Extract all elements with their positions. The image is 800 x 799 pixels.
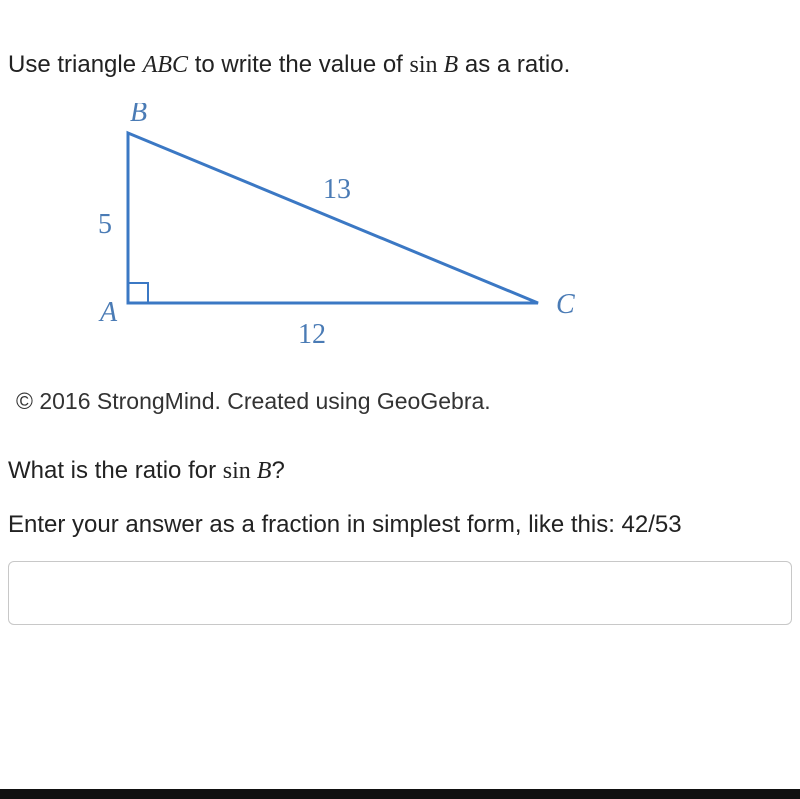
question-pre: What is the ratio for: [8, 457, 223, 484]
top-decoration: [0, 0, 800, 20]
content-area: Use triangle ABC to write the value of s…: [0, 0, 800, 625]
svg-text:12: 12: [298, 319, 326, 350]
sin-fn: sin: [410, 52, 438, 78]
bottom-bar: [0, 789, 800, 799]
prompt-text: to write the value of: [188, 51, 409, 78]
svg-text:13: 13: [323, 174, 351, 205]
problem-prompt: Use triangle ABC to write the value of s…: [8, 48, 792, 83]
svg-text:A: A: [98, 297, 118, 328]
question-post: ?: [271, 457, 284, 484]
sin-fn: sin: [223, 458, 251, 484]
answer-input[interactable]: [8, 561, 792, 625]
answer-instruction: Enter your answer as a fraction in simpl…: [8, 511, 792, 539]
prompt-text: as a ratio.: [458, 51, 570, 78]
triangle-diagram: B A C 5 13 12: [68, 103, 792, 368]
copyright-credit: © 2016 StrongMind. Created using GeoGebr…: [16, 388, 792, 415]
prompt-text: Use triangle: [8, 51, 143, 78]
angle-b: B: [438, 52, 459, 78]
svg-text:5: 5: [98, 209, 112, 240]
triangle-name: ABC: [143, 52, 188, 78]
angle-b: B: [251, 458, 272, 484]
question-text: What is the ratio for sin B?: [8, 457, 792, 485]
triangle-svg: B A C 5 13 12: [68, 103, 608, 363]
svg-text:B: B: [130, 103, 147, 128]
svg-text:C: C: [556, 289, 575, 320]
